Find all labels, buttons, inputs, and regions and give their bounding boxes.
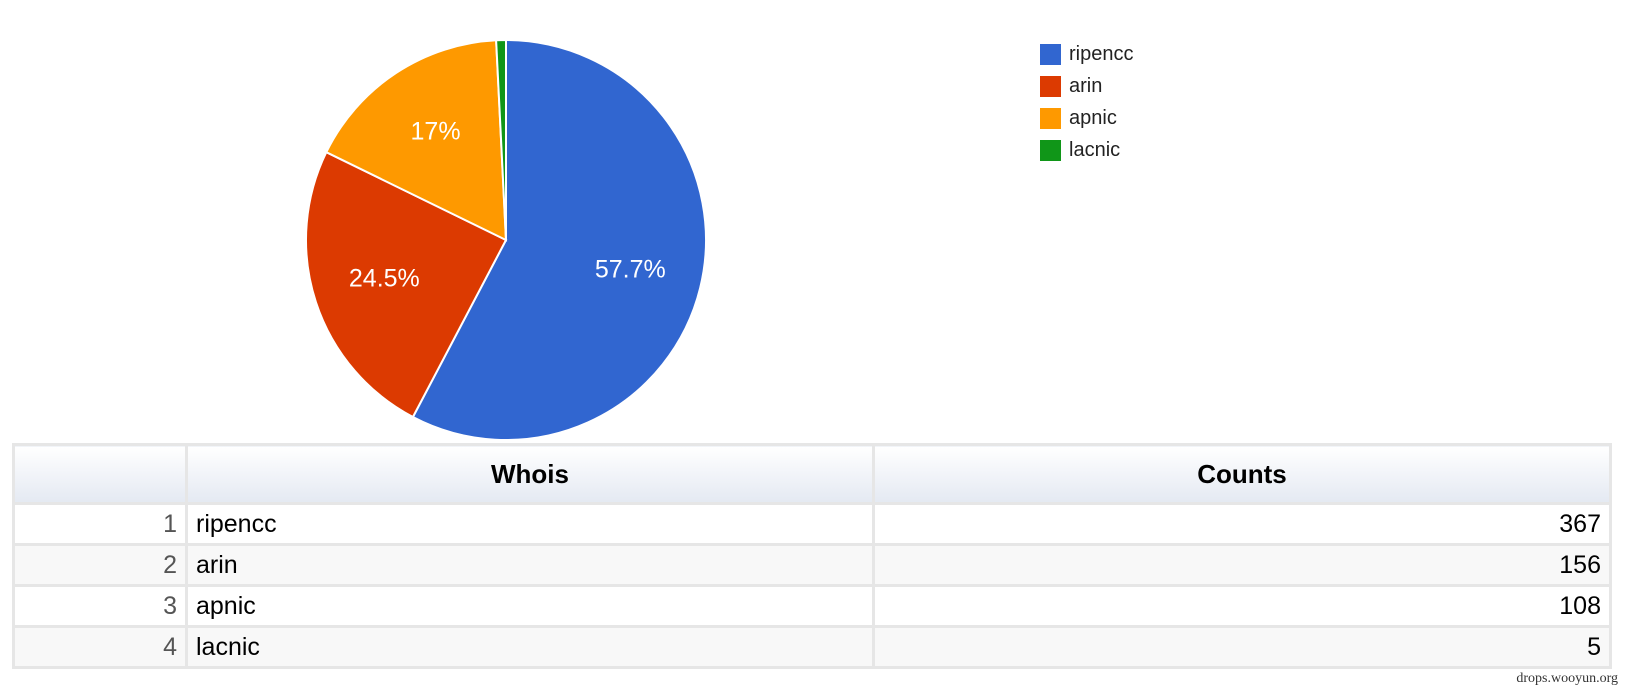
pie-slice-ripencc[interactable]: [411, 38, 707, 440]
counts-cell: 108: [872, 584, 1612, 628]
legend-label: apnic: [1069, 106, 1117, 129]
legend-swatch: [1040, 139, 1061, 161]
pie-slice-apnic[interactable]: [324, 39, 508, 242]
pie-slice-lacnic[interactable]: [495, 38, 507, 241]
whois-cell: arin: [185, 543, 875, 587]
legend-item-ripencc[interactable]: ripencc: [1040, 38, 1133, 70]
row-index: 2: [12, 543, 188, 587]
legend-swatch: [1040, 75, 1061, 97]
row-index: 3: [12, 584, 188, 628]
legend-swatch: [1040, 107, 1061, 129]
table-header-row: Whois Counts: [12, 443, 1612, 505]
whois-cell: ripencc: [185, 502, 875, 546]
counts-cell: 5: [872, 625, 1612, 669]
legend-item-lacnic[interactable]: lacnic: [1040, 134, 1133, 166]
table-row[interactable]: 1 ripencc 367: [12, 502, 1612, 546]
slice-label-apnic: 17%: [411, 118, 461, 146]
watermark: drops.wooyun.org: [1516, 671, 1618, 686]
pie-slice-arin[interactable]: [305, 150, 508, 419]
chart-legend: ripencc arin apnic lacnic: [1040, 38, 1133, 166]
table-row[interactable]: 4 lacnic 5: [12, 625, 1612, 669]
pie-labels: 57.7% 24.5% 17%: [349, 118, 666, 293]
whois-cell: apnic: [185, 584, 875, 628]
legend-item-apnic[interactable]: apnic: [1040, 102, 1133, 134]
table-row[interactable]: 3 apnic 108: [12, 584, 1612, 628]
counts-cell: 156: [872, 543, 1612, 587]
whois-cell: lacnic: [185, 625, 875, 669]
pie-slices: [305, 38, 707, 440]
legend-item-arin[interactable]: arin: [1040, 70, 1133, 102]
slice-label-ripencc: 57.7%: [595, 255, 666, 283]
counts-column-header[interactable]: Counts: [872, 443, 1612, 505]
table-row[interactable]: 2 arin 156: [12, 543, 1612, 587]
data-table: Whois Counts 1 ripencc 367 2 arin 156 3 …: [12, 443, 1612, 669]
counts-cell: 367: [872, 502, 1612, 546]
row-index: 1: [12, 502, 188, 546]
legend-label: lacnic: [1069, 138, 1121, 161]
legend-label: arin: [1069, 74, 1103, 97]
index-column-header[interactable]: [12, 443, 188, 505]
legend-swatch: [1040, 43, 1061, 65]
whois-column-header[interactable]: Whois: [185, 443, 875, 505]
slice-label-arin: 24.5%: [349, 264, 420, 292]
row-index: 4: [12, 625, 188, 669]
legend-label: ripencc: [1069, 42, 1134, 65]
pie-chart: 57.7% 24.5% 17%: [305, 38, 707, 440]
